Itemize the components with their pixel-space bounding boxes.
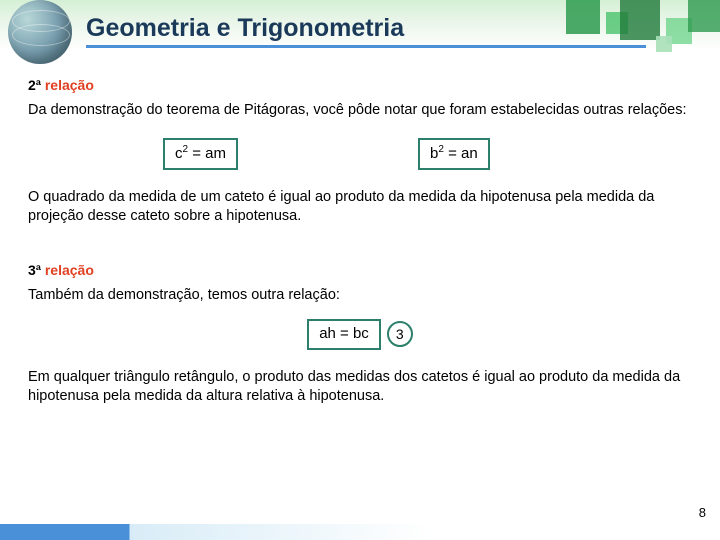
paragraph-2: O quadrado da medida de um cateto é igua…: [28, 188, 692, 227]
title-underline: [86, 45, 646, 48]
relacao-3-label: relação: [45, 262, 94, 278]
paragraph-1: Da demonstração do teorema de Pitágoras,…: [28, 101, 692, 121]
relacao-2-heading: 2ª relação: [28, 76, 692, 95]
relacao-3-ordinal: 3ª: [28, 262, 41, 278]
relacao-2-label: relação: [45, 77, 94, 93]
page-title: Geometria e Trigonometria: [86, 14, 646, 43]
paragraph-4: Em qualquer triângulo retângulo, o produ…: [28, 368, 692, 407]
formula-c-box: c2 = am: [163, 138, 238, 169]
paragraph-3: Também da demonstração, temos outra rela…: [28, 286, 692, 306]
relacao-2-ordinal: 2ª: [28, 77, 41, 93]
spacer: [28, 237, 692, 255]
page-number: 8: [699, 505, 706, 520]
formulas-row: c2 = am b2 = an: [163, 138, 692, 169]
bottom-bar-deco: [0, 524, 720, 540]
title-block: Geometria e Trigonometria: [86, 14, 646, 48]
step-circle-3: 3: [387, 321, 413, 347]
relacao-3-heading: 3ª relação: [28, 261, 692, 280]
formula-c-base: c: [175, 145, 183, 162]
formula-c-rhs: = am: [188, 145, 226, 162]
formula-ah-box: ah = bc: [307, 319, 381, 349]
formula-ah-row: ah = bc 3: [28, 319, 692, 349]
formula-b-box: b2 = an: [418, 138, 490, 169]
globe-sphere-icon: [8, 0, 72, 64]
formula-b-rhs: = an: [444, 145, 478, 162]
content-area: 2ª relação Da demonstração do teorema de…: [28, 70, 692, 417]
